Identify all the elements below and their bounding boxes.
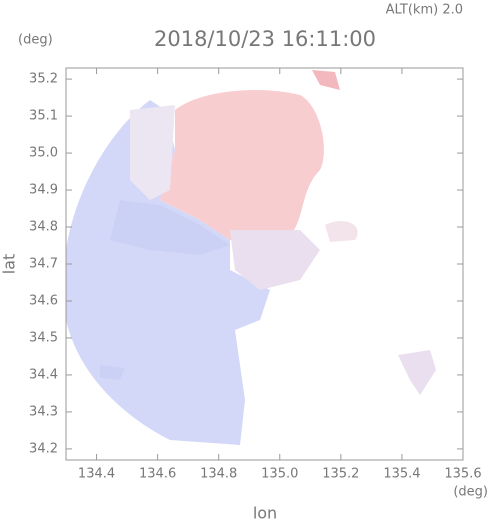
- x-tick-label: 135.2: [322, 467, 359, 482]
- y-tick-label: 34.2: [29, 441, 58, 456]
- y-tick-label: 34.9: [29, 183, 58, 198]
- x-tick-label: 135.6: [444, 467, 481, 482]
- x-unit: (deg): [453, 485, 488, 500]
- y-tick-label: 34.5: [29, 330, 58, 345]
- x-tick-label: 135.4: [383, 467, 420, 482]
- chart-title: 2018/10/23 16:11:00: [154, 27, 376, 51]
- y-tick-label: 34.6: [29, 293, 58, 308]
- x-tick-label: 134.6: [139, 467, 176, 482]
- y-tick-label: 34.4: [29, 367, 58, 382]
- y-tick-label: 34.8: [29, 220, 58, 235]
- x-tick-label: 135.0: [261, 467, 298, 482]
- chart-subtitle: ALT(km) 2.0: [386, 3, 463, 18]
- y-tick-label: 35.1: [29, 109, 58, 124]
- radar-field: [66, 70, 436, 445]
- y-unit: (deg): [18, 33, 53, 48]
- y-tick-label: 35.0: [29, 146, 58, 161]
- y-tick-label: 34.7: [29, 257, 58, 272]
- x-tick-label: 134.8: [200, 467, 237, 482]
- y-tick-label: 34.3: [29, 404, 58, 419]
- x-tick-label: 134.4: [78, 467, 115, 482]
- x-axis-label: lon: [253, 504, 277, 522]
- y-tick-label: 35.2: [29, 72, 58, 87]
- y-axis-label: lat: [0, 254, 19, 275]
